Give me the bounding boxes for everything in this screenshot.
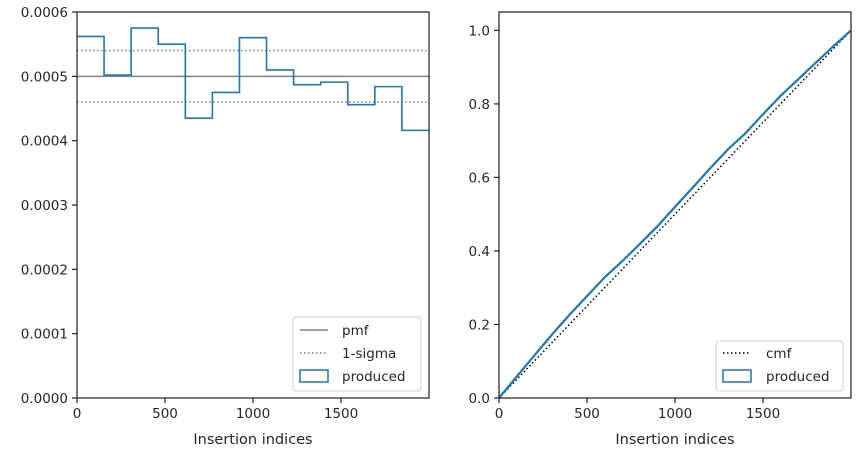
right-x-tick-label: 500: [574, 406, 600, 422]
left-y-tick-label: 0.0003: [21, 198, 68, 214]
right-y-tick-label: 0.2: [469, 317, 490, 333]
left-y-tick-label: 0.0004: [21, 134, 68, 150]
legend-pmf-label: pmf: [342, 323, 370, 339]
left-x-tick-label: 0: [73, 406, 82, 422]
right-legend: cmf produced: [715, 340, 844, 392]
left-y-tick-label: 0.0006: [21, 5, 68, 21]
left-y-tick-label: 0.0000: [21, 391, 68, 407]
legend-produced-swatch: [299, 369, 329, 383]
right-axis-ticks: 0 500 1000 1500 0.0 0.2 0.4 0.6 0.8 1.0: [469, 23, 781, 422]
cmf-line: [498, 29, 852, 399]
right-x-tick-label: 1500: [746, 406, 780, 422]
right-plot-frame: [498, 11, 852, 399]
left-y-tick-label: 0.0001: [21, 327, 68, 343]
legend-produced-swatch-right: [722, 369, 752, 383]
legend-cmf-label: cmf: [766, 346, 793, 362]
reference-lines: [77, 49, 429, 103]
right-plot-background: [499, 12, 851, 398]
right-x-tick-label: 0: [495, 406, 504, 422]
legend-produced-label-right: produced: [766, 369, 830, 385]
cmf-panel: 0 500 1000 1500 0.0 0.2 0.4 0.6 0.8 1.0 Insertion…: [469, 11, 852, 448]
right-y-tick-label: 1.0: [469, 23, 490, 39]
legend-produced-label: produced: [342, 369, 406, 385]
left-legend: pmf 1-sigma produced: [292, 316, 422, 392]
right-y-tick-label: 0.0: [469, 391, 490, 407]
left-legend-box: [292, 316, 422, 392]
right-x-tick-label: 1000: [658, 406, 692, 422]
right-y-tick-label: 0.8: [469, 97, 490, 113]
legend-1-sigma-label: 1-sigma: [342, 346, 396, 362]
left-x-tick-label: 500: [152, 406, 178, 422]
right-y-tick-label: 0.4: [469, 244, 490, 260]
pmf-histogram-panel: 0 500 1000 1500 0.0000 0.0001 0.0002 0.0003 0.00…: [21, 5, 430, 448]
produced-cumulative-line: [498, 29, 852, 399]
left-y-tick-label: 0.0002: [21, 262, 68, 278]
produced-step-series: [77, 27, 429, 132]
right-x-axis-label: Insertion indices: [615, 432, 734, 448]
left-x-tick-label: 1000: [236, 406, 270, 422]
left-y-tick-label: 0.0005: [21, 69, 68, 85]
right-y-tick-label: 0.6: [469, 170, 490, 186]
left-x-axis-label: Insertion indices: [193, 432, 312, 448]
left-axis-ticks: 0 500 1000 1500 0.0000 0.0001 0.0002 0.0003 0.00…: [21, 5, 358, 422]
left-x-tick-label: 1500: [324, 406, 358, 422]
left-plot-frame: [76, 11, 430, 399]
